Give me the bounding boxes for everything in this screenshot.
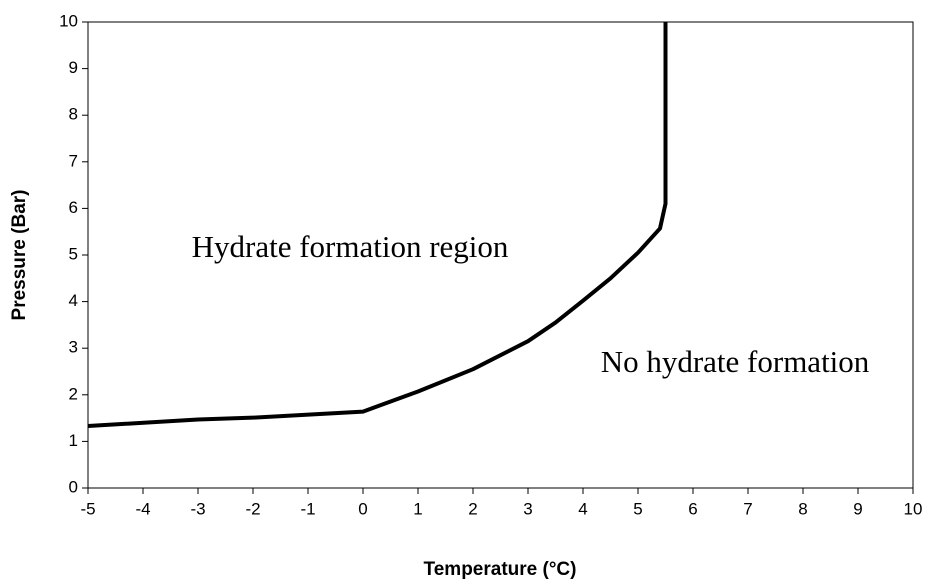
y-axis-title: Pressure (Bar) — [9, 190, 30, 321]
y-tick-label: 5 — [69, 244, 78, 263]
y-tick-label: 4 — [69, 291, 78, 310]
x-tick-label: -4 — [135, 499, 150, 518]
y-tick-label: 7 — [69, 151, 78, 170]
x-tick-label: 3 — [523, 499, 532, 518]
x-tick-label: 1 — [413, 499, 422, 518]
x-tick-label: -2 — [245, 499, 260, 518]
y-tick-label: 0 — [69, 477, 78, 496]
y-tick-label: 1 — [69, 431, 78, 450]
x-tick-label: -1 — [300, 499, 315, 518]
x-axis-title: Temperature (°C) — [424, 559, 577, 580]
x-tick-label: 7 — [743, 499, 752, 518]
annotation: No hydrate formation — [601, 344, 870, 379]
x-tick-label: 6 — [688, 499, 697, 518]
y-tick-label: 3 — [69, 338, 78, 357]
x-tick-label: 2 — [468, 499, 477, 518]
x-tick-label: 10 — [904, 499, 923, 518]
x-tick-label: -5 — [80, 499, 95, 518]
x-tick-label: 0 — [358, 499, 367, 518]
y-tick-label: 2 — [69, 384, 78, 403]
x-tick-label: -3 — [190, 499, 205, 518]
x-tick-label: 9 — [853, 499, 862, 518]
y-tick-label: 9 — [69, 58, 78, 77]
x-tick-label: 5 — [633, 499, 642, 518]
y-tick-label: 6 — [69, 198, 78, 217]
x-tick-label: 8 — [798, 499, 807, 518]
x-tick-label: 4 — [578, 499, 587, 518]
y-tick-label: 8 — [69, 105, 78, 124]
annotation: Hydrate formation region — [192, 229, 509, 264]
curve — [87, 22, 668, 429]
y-tick-label: 10 — [59, 11, 78, 30]
